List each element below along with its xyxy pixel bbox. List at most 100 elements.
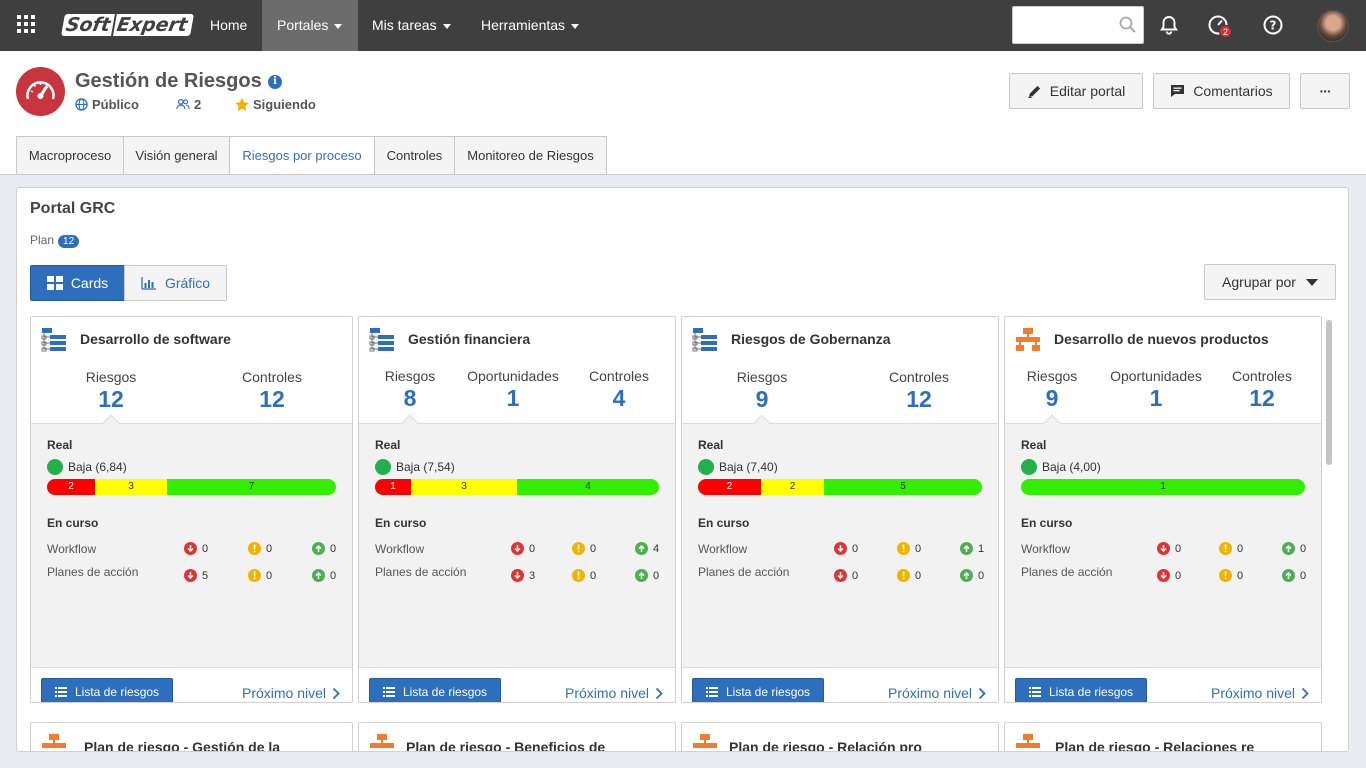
follow-status[interactable]: Siguiendo <box>235 97 316 112</box>
risk-distribution-bar[interactable]: 1 <box>1021 479 1305 495</box>
tab-macroproceso[interactable]: Macroproceso <box>16 136 124 174</box>
tab-riesgos-por-proceso[interactable]: Riesgos por proceso <box>229 136 375 175</box>
oportunidades-stat[interactable]: Oportunidades 1 <box>1106 368 1206 412</box>
search-icon[interactable] <box>1119 16 1137 34</box>
more-options-button[interactable]: ··· <box>1300 73 1350 109</box>
next-level-link[interactable]: Próximo nivel <box>1211 685 1309 701</box>
card-title: Desarrollo de software <box>80 331 231 347</box>
workflow-ontime[interactable]: 0 <box>1282 542 1306 555</box>
plans-overdue[interactable]: 5 <box>184 569 208 582</box>
riesgos-stat[interactable]: Riesgos 12 <box>71 369 151 413</box>
plans-ontime[interactable]: 0 <box>960 569 984 582</box>
nav-label: Herramientas <box>481 17 566 33</box>
count: 1 <box>978 542 985 555</box>
help-icon[interactable]: ? <box>1262 14 1284 36</box>
riesgos-stat[interactable]: Riesgos 9 <box>1017 368 1087 412</box>
workflow-overdue[interactable]: 0 <box>1157 542 1181 555</box>
workflow-warning[interactable]: 0 <box>1219 542 1243 555</box>
info-icon[interactable]: i <box>268 75 282 89</box>
comments-button[interactable]: Comentarios <box>1153 73 1290 109</box>
tab-controles[interactable]: Controles <box>374 136 455 174</box>
plans-ontime[interactable]: 0 <box>635 569 659 582</box>
risk-list-button[interactable]: Lista de riesgos <box>41 678 174 702</box>
workflow-warning[interactable]: 0 <box>572 542 596 555</box>
search-input[interactable] <box>1019 8 1119 42</box>
risk-list-label: Lista de riesgos <box>75 685 160 699</box>
softexpert-logo[interactable]: Soft Expert <box>61 11 195 38</box>
count: 0 <box>266 569 273 582</box>
plans-warning[interactable]: 0 <box>248 569 272 582</box>
action-plans-label: Planes de acción <box>698 565 790 579</box>
tab-monitoreo-de-riesgos[interactable]: Monitoreo de Riesgos <box>454 136 607 174</box>
nav-portales[interactable]: Portales <box>262 0 358 51</box>
riesgos-stat[interactable]: Riesgos 8 <box>375 368 445 412</box>
bell-icon[interactable] <box>1158 14 1180 36</box>
tree-blue-icon <box>41 328 66 352</box>
bar-segment-low: 1 <box>1021 479 1305 495</box>
risk-distribution-bar[interactable]: 2 3 7 <box>47 479 336 495</box>
risk-list-button[interactable]: Lista de riesgos <box>1015 678 1148 702</box>
controles-stat[interactable]: Controles 12 <box>1224 368 1300 412</box>
plan-card[interactable]: Plan de riesgo - Relaciones re <box>1004 722 1322 751</box>
workflow-overdue[interactable]: 0 <box>184 542 208 555</box>
oportunidades-stat[interactable]: Oportunidades 1 <box>463 368 563 412</box>
exclamation-icon <box>248 542 261 555</box>
riesgos-stat[interactable]: Riesgos 9 <box>722 369 802 413</box>
user-avatar[interactable] <box>1317 10 1349 42</box>
controles-stat[interactable]: Controles 12 <box>878 369 960 413</box>
top-navigation-bar: Soft Expert Home Portales Mis tareas Herr… <box>0 0 1366 51</box>
count: 0 <box>330 569 337 582</box>
caret-down-icon <box>1305 278 1318 286</box>
plans-ontime[interactable]: 0 <box>312 569 336 582</box>
view-chart-button[interactable]: Gráfico <box>124 265 227 301</box>
plans-ontime[interactable]: 0 <box>1282 569 1306 582</box>
plan-card[interactable]: Plan de riesgo - Beneficios de <box>358 722 676 751</box>
nav-home[interactable]: Home <box>195 0 262 51</box>
workflow-overdue[interactable]: 0 <box>511 542 535 555</box>
count: 0 <box>852 542 859 555</box>
risk-list-button[interactable]: Lista de riesgos <box>369 678 502 702</box>
risk-list-button[interactable]: Lista de riesgos <box>692 678 825 702</box>
edit-portal-button[interactable]: Editar portal <box>1009 73 1143 109</box>
visibility-label: Público <box>92 97 139 112</box>
next-level-label: Próximo nivel <box>1211 685 1296 701</box>
risk-distribution-bar[interactable]: 2 2 5 <box>698 479 982 495</box>
workflow-warning[interactable]: 0 <box>897 542 921 555</box>
plan-card[interactable]: Plan de riesgo - Relación pro <box>681 722 999 751</box>
apps-grid-icon[interactable] <box>17 15 35 33</box>
card-header: Gestión financiera Riesgos 8 Oportunidade… <box>359 317 675 423</box>
plans-warning[interactable]: 0 <box>897 569 921 582</box>
nav-mis-tareas[interactable]: Mis tareas <box>357 0 466 51</box>
group-by-dropdown[interactable]: Agrupar por <box>1204 264 1336 300</box>
next-level-link[interactable]: Próximo nivel <box>565 685 663 701</box>
plans-overdue[interactable]: 0 <box>834 569 858 582</box>
next-level-link[interactable]: Próximo nivel <box>888 685 986 701</box>
risk-distribution-bar[interactable]: 1 3 4 <box>375 479 659 495</box>
dashboard-gauge-icon[interactable]: 2 <box>1207 14 1232 38</box>
plans-warning[interactable]: 0 <box>1219 569 1243 582</box>
view-cards-button[interactable]: Cards <box>30 265 125 301</box>
plans-overdue[interactable]: 0 <box>1157 569 1181 582</box>
workflow-overdue[interactable]: 0 <box>834 542 858 555</box>
members-count[interactable]: 2 <box>176 97 201 112</box>
action-plans-label: Planes de acción <box>1021 565 1113 579</box>
nav-herramientas[interactable]: Herramientas <box>466 0 594 51</box>
vertical-scrollbar[interactable] <box>1326 320 1332 465</box>
plans-overdue[interactable]: 3 <box>511 569 535 582</box>
count: 0 <box>1175 569 1182 582</box>
next-level-link[interactable]: Próximo nivel <box>242 685 340 701</box>
svg-text:?: ? <box>1270 19 1277 33</box>
workflow-ontime[interactable]: 0 <box>312 542 336 555</box>
tab-vision-general[interactable]: Visión general <box>123 136 230 174</box>
plans-warning[interactable]: 0 <box>572 569 596 582</box>
workflow-ontime[interactable]: 1 <box>960 542 984 555</box>
tree-blue-icon <box>369 328 394 352</box>
org-orange-icon <box>370 734 394 748</box>
plan-card[interactable]: Plan de riesgo - Gestión de la <box>30 722 353 751</box>
workflow-warning[interactable]: 0 <box>248 542 272 555</box>
controles-stat[interactable]: Controles 12 <box>231 369 313 413</box>
workflow-ontime[interactable]: 4 <box>635 542 659 555</box>
risk-level: Baja (7,40) <box>698 459 778 475</box>
chevron-right-icon <box>1301 687 1309 699</box>
controles-stat[interactable]: Controles 4 <box>581 368 657 412</box>
